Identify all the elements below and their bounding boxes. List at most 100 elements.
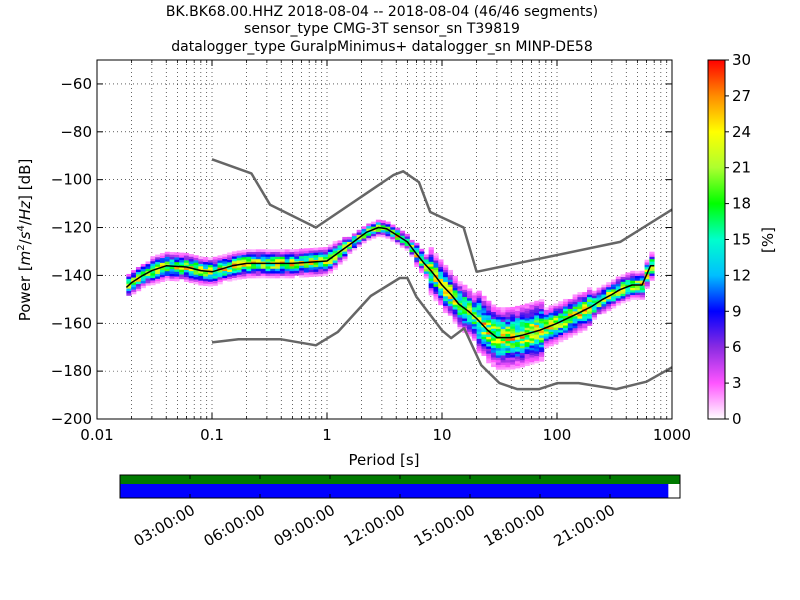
psd-cell [519, 343, 526, 346]
psd-cell [313, 257, 319, 260]
psd-cell [495, 345, 502, 349]
colorbar-tick-label: 9 [732, 302, 742, 320]
psd-cell [193, 272, 199, 275]
psd-cell [289, 258, 295, 262]
psd-cell [601, 310, 607, 314]
psd-cell [510, 352, 516, 356]
psd-cell [601, 289, 607, 293]
psd-cell [539, 354, 545, 357]
psd-cell [529, 304, 535, 308]
psd-cell [634, 270, 641, 274]
psd-cell [548, 334, 554, 337]
psd-cell [447, 303, 454, 307]
psd-cell [169, 259, 175, 262]
psd-cell [347, 248, 353, 252]
psd-cell [500, 331, 506, 334]
psd-cell [630, 290, 636, 293]
psd-cell [203, 283, 209, 287]
psd-cell [644, 264, 650, 268]
psd-cell [452, 316, 458, 320]
psd-cell [443, 264, 449, 268]
psd-cell [649, 254, 655, 257]
psd-cell [342, 236, 348, 240]
psd-cell [539, 303, 545, 307]
psd-cell [620, 295, 626, 299]
psd-cell [567, 299, 574, 302]
psd-cell [596, 287, 602, 291]
psd-cell [179, 274, 185, 277]
psd-cell [241, 254, 247, 258]
psd-cell [255, 258, 262, 262]
psd-cell [462, 303, 468, 307]
psd-cell [351, 233, 358, 237]
psd-cell [255, 263, 262, 267]
psd-cell [500, 352, 506, 356]
psd-cell [563, 301, 569, 305]
psd-cell [265, 273, 271, 276]
psd-cell [299, 265, 305, 269]
psd-cell [198, 258, 204, 262]
psd-cell [198, 275, 204, 279]
psd-cell [395, 241, 401, 245]
psd-cell [279, 273, 286, 276]
psd-cell [495, 340, 502, 344]
psd-cell [409, 249, 415, 253]
psd-cell [193, 262, 199, 266]
psd-cell [395, 227, 401, 231]
psd-cell [481, 303, 487, 306]
psd-cell [471, 330, 478, 334]
psd-cell [476, 340, 482, 344]
psd-cell [159, 262, 166, 266]
psd-cell [183, 252, 190, 256]
psd-cell [572, 296, 578, 300]
psd-cell [419, 263, 425, 266]
psd-cell [183, 272, 190, 275]
psd-cell [361, 226, 367, 229]
psd-cell [179, 252, 185, 256]
psd-cell [587, 304, 593, 307]
psd-plot: 0.01 0.1 1 10 100 1000 −200−180−160−140−120−1… [16, 59, 691, 469]
psd-cell [553, 310, 559, 314]
psd-cell [476, 295, 482, 299]
psd-cell [577, 301, 583, 305]
colorbar-tick-label: 15 [732, 231, 751, 249]
psd-cell [462, 325, 468, 329]
psd-cell [495, 321, 502, 325]
psd-cell [601, 291, 607, 295]
psd-cell [486, 312, 492, 316]
psd-cell [486, 334, 492, 337]
psd-cell [515, 341, 521, 345]
psd-cell [255, 266, 262, 269]
psd-cell [543, 331, 550, 334]
psd-cell [275, 249, 281, 252]
psd-cell [447, 286, 454, 290]
psd-cell [183, 274, 190, 278]
psd-cell [495, 362, 502, 365]
psd-cell [246, 251, 252, 255]
psd-cell [303, 269, 310, 273]
psd-cell [457, 300, 463, 304]
psd-cell [251, 263, 257, 267]
psd-cell [563, 320, 569, 324]
psd-cell [443, 269, 449, 273]
psd-cell [481, 310, 487, 313]
psd-cell [577, 320, 583, 324]
psd-cell [241, 276, 247, 279]
psd-cell [447, 274, 454, 278]
psd-cell [606, 306, 612, 309]
psd-cell [356, 244, 362, 247]
psd-cell [471, 307, 478, 310]
psd-cell [150, 280, 156, 283]
psd-cell [452, 314, 458, 317]
psd-cell [140, 263, 146, 267]
psd-cell [611, 284, 617, 287]
psd-cell [260, 249, 266, 252]
psd-cell [611, 296, 617, 299]
psd-cell [419, 260, 425, 264]
y-axis-label: Power [m2/s4/Hz] [dB] [16, 159, 34, 322]
psd-cell [231, 253, 238, 257]
psd-cell [447, 310, 454, 314]
psd-cell [481, 331, 487, 335]
psd-cell [515, 315, 521, 319]
